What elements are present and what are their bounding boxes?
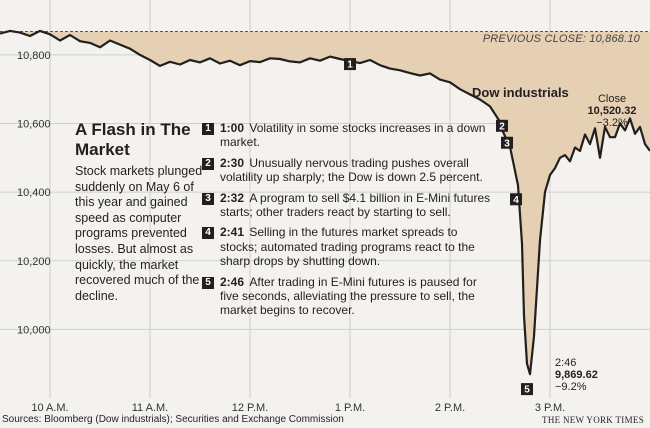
event-marker-number: 1 — [347, 60, 353, 71]
event-time: 2:41 — [220, 225, 245, 240]
event-number: 4 — [202, 227, 214, 240]
close-label: Close — [598, 93, 626, 105]
event-text: Unusually nervous trading pushes overall… — [220, 155, 483, 185]
x-tick-label: 3 P.M. — [535, 402, 565, 414]
low-change: −9.2% — [555, 381, 587, 393]
dek: Stock markets plunged suddenly on May 6 … — [75, 164, 203, 303]
credit: THE NEW YORK TIMES — [542, 415, 644, 425]
event-number: 3 — [202, 192, 214, 205]
source-note: Sources: Bloomberg (Dow industrials); Se… — [2, 414, 344, 425]
x-tick-label: 10 A.M. — [31, 402, 68, 414]
y-axis-ticks: 10,000 10,200 10,400 10,600 10,800 — [17, 50, 51, 336]
event-number: 1 — [202, 123, 214, 135]
event-marker-box — [521, 383, 533, 396]
low-value: 9,869.62 — [555, 369, 598, 381]
dow-line — [0, 29, 650, 376]
event-time: 2:30 — [220, 155, 245, 170]
low-time: 2:46 — [555, 357, 576, 369]
event-marker: 2 — [496, 119, 508, 132]
y-tick-label: 10,400 — [17, 187, 51, 199]
event-list: 1 1:00 Volatility in some stocks increas… — [202, 121, 492, 324]
event-text: Volatility in some stocks increases in a… — [220, 121, 486, 150]
event-marker-box — [501, 136, 513, 149]
event-text: Selling in the futures market spreads to… — [220, 225, 475, 269]
series-label: Dow industrials — [472, 85, 569, 100]
event-number: 5 — [202, 276, 214, 289]
y-tick-label: 10,600 — [17, 119, 51, 131]
event-number: 2 — [202, 157, 214, 170]
event-marker-number: 5 — [524, 385, 530, 396]
x-tick-label: 2 P.M. — [435, 402, 465, 414]
y-tick-label: 10,000 — [17, 324, 51, 336]
x-axis-ticks: 10 A.M. 11 A.M. 12 P.M. 1 P.M. 2 P.M. 3 P.M. — [31, 402, 565, 414]
event-item: 2 2:30 Unusually nervous trading pushes … — [202, 156, 492, 185]
event-marker-number: 2 — [499, 121, 505, 132]
x-tick-label: 11 A.M. — [132, 402, 168, 414]
previous-close-label: PREVIOUS CLOSE: 10,868.10 — [483, 33, 641, 45]
event-marker-box — [496, 119, 508, 132]
x-tick-label: 12 P.M. — [232, 402, 269, 414]
close-value: 10,520.32 — [588, 105, 637, 117]
event-marker-box — [344, 58, 356, 71]
headline: A Flash in The Market — [75, 120, 191, 159]
y-tick-label: 10,800 — [17, 50, 51, 62]
event-marker-box — [510, 193, 522, 206]
event-marker: 5 — [521, 383, 533, 396]
event-time: 1:00 — [220, 121, 245, 135]
event-marker: 3 — [501, 136, 513, 149]
event-text: After trading in E-Mini futures is pause… — [220, 274, 477, 318]
y-tick-label: 10,200 — [17, 256, 51, 268]
event-time: 2:32 — [220, 190, 245, 205]
event-item: 5 2:46 After trading in E-Mini futures i… — [202, 275, 492, 318]
event-time: 2:46 — [220, 274, 245, 289]
event-markers: 1 2 3 4 5 — [344, 58, 533, 396]
event-marker-number: 3 — [504, 138, 510, 149]
x-tick-label: 1 P.M. — [335, 402, 365, 414]
event-item: 1 1:00 Volatility in some stocks increas… — [202, 121, 492, 150]
close-change: −3.2% — [596, 117, 628, 129]
event-item: 4 2:41 Selling in the futures market spr… — [202, 225, 492, 268]
event-text: A program to sell $4.1 billion in E-Mini… — [220, 190, 491, 220]
event-marker-number: 4 — [513, 195, 519, 206]
event-item: 3 2:32 A program to sell $4.1 billion in… — [202, 191, 492, 220]
event-marker: 1 — [344, 58, 356, 71]
event-marker: 4 — [510, 193, 522, 206]
